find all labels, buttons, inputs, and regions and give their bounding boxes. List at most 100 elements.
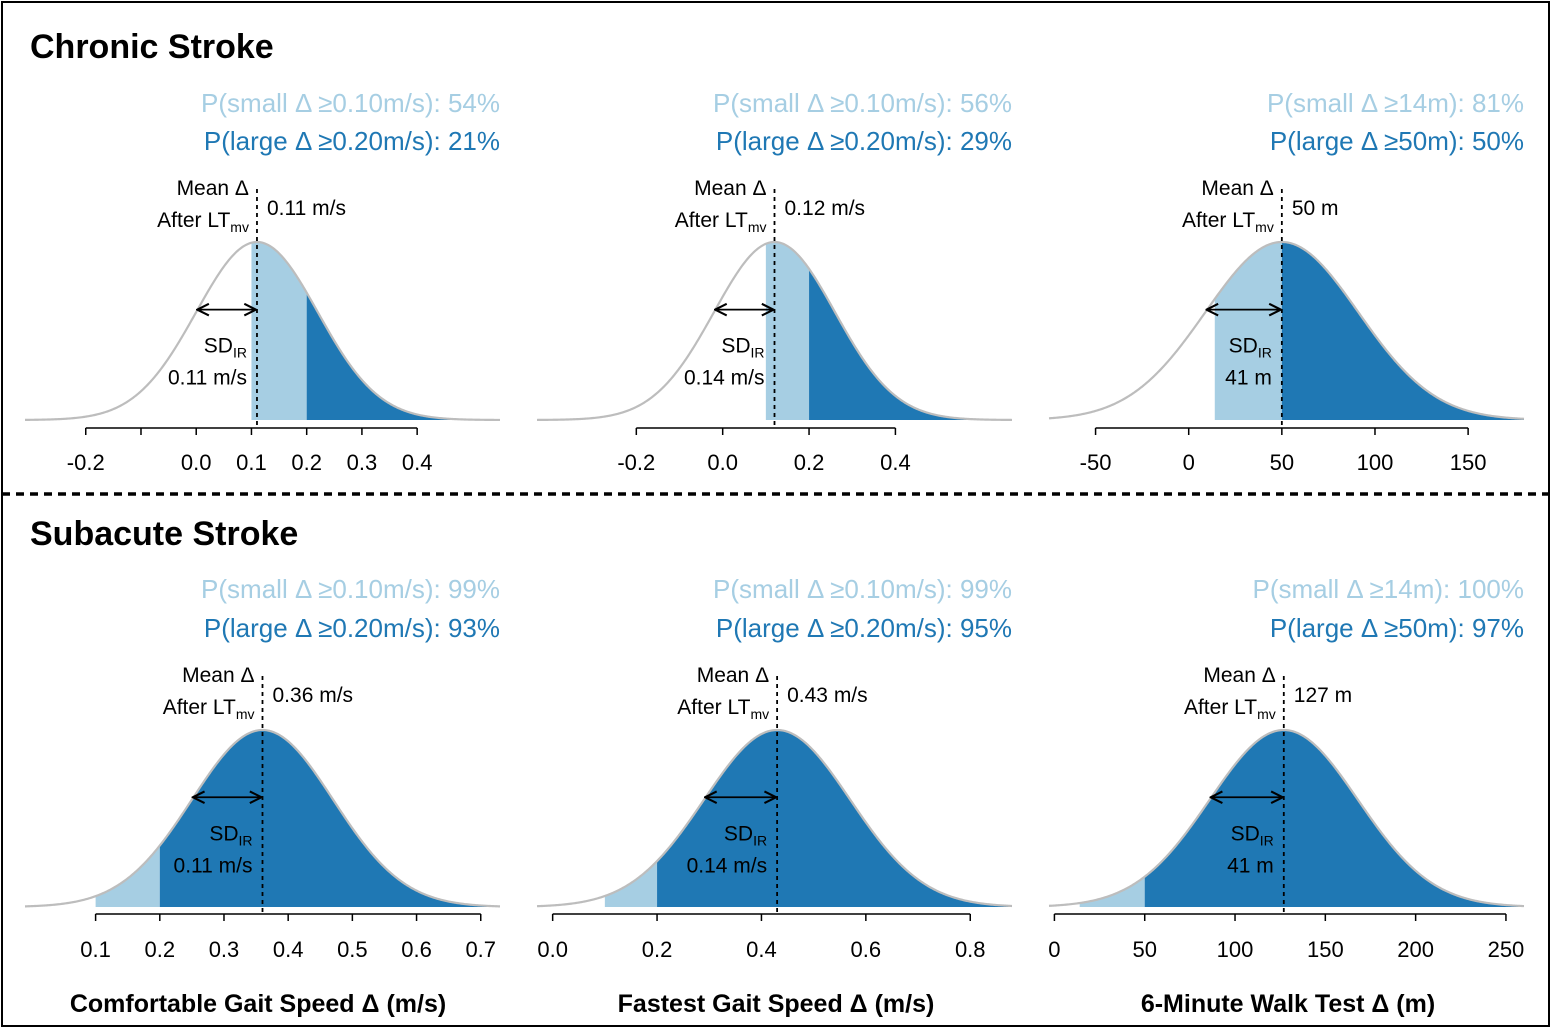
- small-change-area: [1079, 876, 1145, 907]
- sd-value-label: 0.14 m/s: [687, 854, 768, 877]
- x-tick-label: 0.1: [236, 450, 267, 475]
- panel-2: -0.2 0.0 0.2 0.4 Mean Δ After LTmv 0.12 m/s SDI…: [536, 88, 1013, 475]
- mean-value-label: 0.11 m/s: [267, 197, 346, 220]
- small-change-area: [95, 845, 160, 907]
- panel-5: 0.0 0.2 0.4 0.6 0.8 Mean Δ After LTmv 0.43 m/s S…: [536, 574, 1013, 962]
- sd-value-label: 0.11 m/s: [168, 367, 247, 390]
- x-tick-label: 0.4: [746, 937, 777, 962]
- x-tick-label: 0.6: [401, 937, 432, 962]
- panel-4: 0.1 0.2 0.3 0.4 0.5 0.6 0.7 Mean Δ After LTmv 0.3…: [24, 574, 501, 962]
- p-small-label: P(small Δ ≥0.10m/s): 56%: [713, 88, 1012, 118]
- x-tick-label: 0: [1183, 450, 1195, 475]
- p-small-label: P(small Δ ≥14m): 100%: [1252, 574, 1524, 604]
- x-tick-label: 250: [1488, 937, 1525, 962]
- mean-label-line1: Mean Δ: [697, 664, 769, 687]
- mean-value-label: 0.12 m/s: [785, 197, 866, 220]
- x-tick-label: 0.7: [465, 937, 496, 962]
- density-curve: [1048, 728, 1525, 908]
- x-tick-label: 0.8: [955, 937, 986, 962]
- mean-label-line2: After LTmv: [1182, 209, 1274, 235]
- x-tick-label: 0.5: [337, 937, 368, 962]
- p-small-label: P(small Δ ≥14m): 81%: [1267, 88, 1524, 118]
- sd-label: SDIR: [721, 335, 764, 361]
- x-tick-label: -50: [1080, 450, 1112, 475]
- p-small-label: P(small Δ ≥0.10m/s): 54%: [201, 88, 500, 118]
- sd-value-label: 41 m: [1225, 367, 1272, 390]
- small-change-area: [765, 242, 810, 420]
- p-large-label: P(large Δ ≥0.20m/s): 93%: [204, 613, 500, 643]
- p-large-label: P(large Δ ≥0.20m/s): 95%: [716, 613, 1012, 643]
- sd-label: SDIR: [204, 335, 247, 361]
- x-tick-label: 0.0: [537, 937, 568, 962]
- x-tick-label: -0.2: [617, 450, 655, 475]
- x-tick-label: 50: [1270, 450, 1294, 475]
- x-tick-label: 0: [1048, 937, 1060, 962]
- x-tick-label: 0.3: [209, 937, 240, 962]
- density-curve: [536, 728, 1013, 908]
- density-curve: [1048, 240, 1525, 420]
- xlabel-6mwt: 6-Minute Walk Test Δ (m): [1141, 990, 1435, 1018]
- x-tick-label: 0.2: [642, 937, 673, 962]
- x-tick-label: 200: [1397, 937, 1434, 962]
- section-title-subacute: Subacute Stroke: [30, 515, 298, 553]
- mean-label-line2: After LTmv: [157, 209, 249, 235]
- mean-label-line1: Mean Δ: [1201, 177, 1273, 200]
- large-change-area: [159, 730, 501, 907]
- panel-6: 0 50 100 150 200 250 Mean Δ After LTmv 127 m SDIR…: [1048, 574, 1524, 962]
- small-change-area: [1214, 242, 1282, 420]
- sd-label: SDIR: [209, 822, 252, 848]
- xlabel-fastest: Fastest Gait Speed Δ (m/s): [618, 990, 935, 1018]
- sd-value-label: 41 m: [1227, 854, 1274, 877]
- x-tick-label: 0.0: [181, 450, 212, 475]
- mean-label-line2: After LTmv: [675, 209, 767, 235]
- large-change-area: [1281, 242, 1524, 420]
- mean-label-line1: Mean Δ: [182, 664, 254, 687]
- x-tick-label: -0.2: [67, 450, 105, 475]
- mean-label-line2: After LTmv: [163, 696, 255, 722]
- large-change-area: [306, 292, 500, 420]
- large-change-area: [809, 268, 1012, 420]
- mean-label-line1: Mean Δ: [1203, 664, 1275, 687]
- x-tick-label: 0.1: [80, 937, 111, 962]
- p-large-label: P(large Δ ≥0.20m/s): 21%: [204, 126, 500, 156]
- x-tick-label: 0.4: [880, 450, 911, 475]
- p-large-label: P(large Δ ≥50m): 50%: [1270, 126, 1524, 156]
- small-change-area: [251, 242, 307, 420]
- large-change-area: [657, 730, 1012, 907]
- p-small-label: P(small Δ ≥0.10m/s): 99%: [713, 574, 1012, 604]
- sd-value-label: 0.11 m/s: [174, 854, 253, 877]
- x-tick-label: 50: [1132, 937, 1156, 962]
- x-tick-label: 0.6: [851, 937, 882, 962]
- sd-label: SDIR: [724, 822, 767, 848]
- panel-3: -50 0 50 100 150 Mean Δ After LTmv 50 m SDIR 41 m…: [1048, 88, 1525, 475]
- density-curve: [24, 728, 501, 908]
- sd-label: SDIR: [1229, 335, 1272, 361]
- p-small-label: P(small Δ ≥0.10m/s): 99%: [201, 574, 500, 604]
- mean-label-line1: Mean Δ: [694, 177, 766, 200]
- p-large-label: P(large Δ ≥50m): 97%: [1270, 613, 1524, 643]
- x-tick-label: 0.3: [347, 450, 378, 475]
- large-change-area: [1144, 730, 1524, 907]
- x-tick-label: 0.4: [402, 450, 433, 475]
- p-large-label: P(large Δ ≥0.20m/s): 29%: [716, 126, 1012, 156]
- sd-value-label: 0.14 m/s: [684, 367, 765, 390]
- x-tick-label: 0.0: [707, 450, 738, 475]
- mean-value-label: 127 m: [1294, 684, 1352, 707]
- density-curve: [536, 240, 1013, 422]
- sd-label: SDIR: [1231, 822, 1274, 848]
- x-tick-label: 100: [1357, 450, 1394, 475]
- mean-label-line2: After LTmv: [677, 696, 769, 722]
- x-tick-label: 0.2: [145, 937, 176, 962]
- panels: -0.2 0.0 0.1 0.2 0.3 0.4 Mean Δ After LTmv 0.11 …: [24, 88, 1525, 962]
- x-tick-label: 0.2: [291, 450, 322, 475]
- x-tick-label: 0.4: [273, 937, 304, 962]
- mean-value-label: 0.36 m/s: [273, 684, 354, 707]
- x-tick-label: 100: [1217, 937, 1254, 962]
- mean-label-line2: After LTmv: [1184, 696, 1276, 722]
- mean-label-line1: Mean Δ: [177, 177, 249, 200]
- mean-value-label: 0.43 m/s: [787, 684, 868, 707]
- x-tick-label: 0.2: [794, 450, 825, 475]
- section-title-chronic: Chronic Stroke: [30, 28, 274, 66]
- panel-1: -0.2 0.0 0.1 0.2 0.3 0.4 Mean Δ After LTmv 0.11 …: [24, 88, 500, 475]
